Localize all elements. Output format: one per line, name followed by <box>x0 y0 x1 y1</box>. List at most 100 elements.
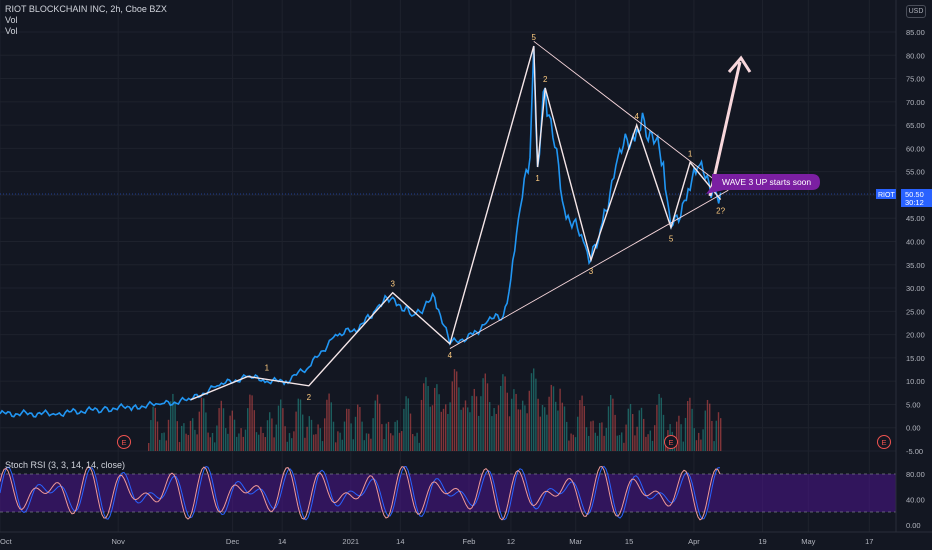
volume-bar <box>517 409 519 451</box>
volume-bar <box>612 398 614 451</box>
volume-bar <box>161 433 163 451</box>
volume-bar <box>436 384 438 451</box>
volume-bar <box>209 437 211 451</box>
volume-bar <box>557 410 559 451</box>
volume-bar <box>401 431 403 451</box>
wave-label: 2 <box>543 75 548 84</box>
volume-bar <box>559 388 561 451</box>
volume-bar <box>581 395 583 451</box>
volume-bar <box>590 421 592 451</box>
volume-bar <box>429 406 431 451</box>
volume-bar <box>711 420 713 451</box>
x-tick-label: 14 <box>396 537 404 546</box>
currency-button[interactable]: USD <box>906 5 926 18</box>
y-axis: 85.0080.0075.0070.0065.0060.0055.0050.00… <box>0 0 932 533</box>
volume-bar <box>524 405 526 451</box>
wave-label: 5 <box>532 33 537 42</box>
volume-bar <box>610 395 612 451</box>
x-tick-label: Nov <box>112 537 126 546</box>
x-axis: Oct Nov Dec 14 2021 14 Feb 12 Mar 15 Apr 19 May 17 <box>0 537 873 546</box>
volume-bar <box>676 421 678 451</box>
volume-bar <box>467 407 469 451</box>
volume-bar <box>335 442 337 451</box>
volume-bar <box>172 393 174 451</box>
volume-bar <box>159 439 161 451</box>
volume-bar <box>218 408 220 451</box>
volume-bar <box>682 441 684 451</box>
volume-bar <box>689 397 691 451</box>
volume-bar <box>236 436 238 451</box>
volume-bar <box>592 420 594 451</box>
vol-label-2: Vol <box>5 26 18 36</box>
volume-bar <box>504 376 506 451</box>
volume-bar <box>154 407 156 451</box>
volume-bar <box>269 412 271 451</box>
volume-bar <box>273 437 275 451</box>
volume-bar <box>634 435 636 451</box>
volume-bar <box>178 442 181 451</box>
wave-3-callout: WAVE 3 UP starts soon <box>706 174 820 194</box>
volume-bar <box>207 432 209 451</box>
volume-bar <box>148 443 150 451</box>
price-tag-value: 50.50 <box>905 190 924 199</box>
volume-bar <box>214 442 216 451</box>
volume-bar <box>229 415 231 451</box>
x-tick-label: 19 <box>758 537 766 546</box>
volume-bar <box>491 416 493 451</box>
volume-bar <box>577 416 579 451</box>
volume-bar <box>324 418 326 451</box>
volume-bar <box>482 378 484 451</box>
volume-bar <box>458 387 460 451</box>
y-tick-label: 0.00 <box>906 424 921 433</box>
volume-bar <box>662 414 665 451</box>
volume-bar <box>563 406 566 451</box>
volume-bar <box>220 400 222 451</box>
volume-bar <box>599 422 601 451</box>
volume-bar <box>339 432 341 451</box>
volume-bar <box>636 426 638 451</box>
volume-bar <box>627 408 629 451</box>
volume-bar <box>698 432 700 451</box>
volume-bar <box>266 420 269 451</box>
y-tick-label: 60.00 <box>906 144 925 153</box>
volume-bar <box>260 426 262 451</box>
wave-path <box>190 45 535 401</box>
volume-bar <box>654 425 656 451</box>
volume-bar <box>420 399 423 451</box>
volume-bar <box>530 373 533 451</box>
volume-bar <box>387 421 390 451</box>
volume-bar <box>513 389 515 451</box>
volume-bar <box>632 413 634 451</box>
volume-bar <box>286 441 288 451</box>
volume-bar <box>427 386 429 451</box>
volume-bar <box>240 428 242 451</box>
volume-bar <box>570 433 572 451</box>
wave-label: 3 <box>589 267 594 276</box>
triangle-upper-trendline <box>533 40 729 191</box>
volume-bar <box>183 423 185 451</box>
volume-bar <box>198 411 200 451</box>
volume-bar <box>346 408 348 451</box>
volume-bar <box>370 438 372 451</box>
volume-bar <box>200 397 203 451</box>
volume-bar <box>500 385 502 451</box>
stoch-y-tick-label: 0.00 <box>906 521 921 530</box>
volume-bar <box>403 408 405 451</box>
volume-bar <box>293 431 295 451</box>
volume-bar <box>603 435 605 451</box>
volume-bar <box>678 415 680 451</box>
volume-bar <box>227 433 229 451</box>
volume-bar <box>304 437 306 451</box>
volume-bar <box>394 421 396 451</box>
volume-bar <box>211 432 214 451</box>
volume-bar <box>390 433 392 451</box>
volume-bar <box>409 413 412 451</box>
volume-bar <box>288 433 291 451</box>
y-tick-label: 15.00 <box>906 354 925 363</box>
triangle-lower-trendline <box>449 189 729 349</box>
x-tick-label: 2021 <box>342 537 359 546</box>
volume-bar <box>687 400 689 451</box>
volume-bars <box>148 368 722 451</box>
volume-bar <box>445 404 447 451</box>
